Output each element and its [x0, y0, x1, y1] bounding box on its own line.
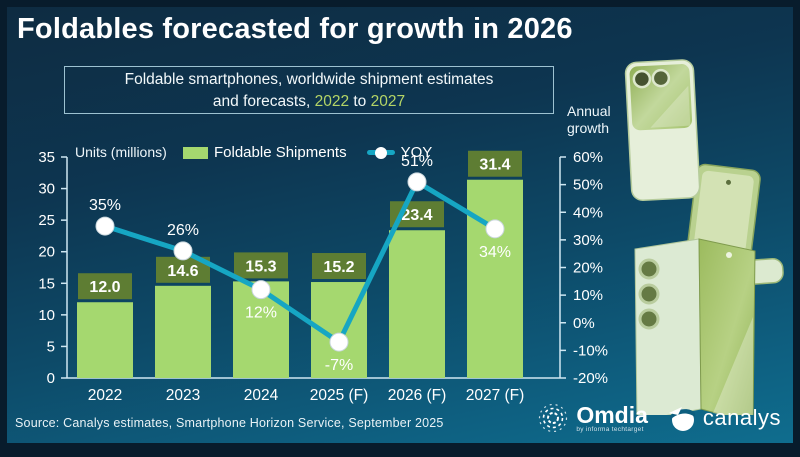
left-axis-tick-label: 15	[38, 275, 55, 292]
yoy-line	[102, 179, 498, 345]
right-axis-tick-label: 10%	[573, 287, 603, 304]
yoy-value-label: 51%	[401, 153, 433, 170]
source-text: Source: Canalys estimates, Smartphone Ho…	[15, 416, 444, 430]
bar-value-label: 15.2	[323, 259, 354, 276]
yoy-value-label: 12%	[245, 305, 277, 322]
left-axis-title: Units (millions)	[75, 144, 167, 160]
x-axis-category-label: 2027 (F)	[466, 387, 525, 404]
omdia-logo-icon	[539, 403, 568, 433]
right-axis-title: Annual growth	[567, 103, 611, 136]
brand-logos: Omdia by informa techtarget canalys	[536, 401, 781, 435]
bar-value-box-2022	[78, 273, 132, 300]
x-axis-category-label: 2024	[244, 387, 279, 404]
yoy-dot-2026 (F)	[407, 172, 427, 192]
subtitle-year-start: 2022	[314, 93, 350, 110]
fold-phone-image	[634, 238, 756, 415]
legend-label-yoy: YOY	[400, 144, 433, 161]
bar-value-label: 12.0	[89, 279, 120, 296]
yoy-value-label: 34%	[479, 244, 511, 261]
bar-value-box-2027 (F)	[468, 150, 522, 177]
subtitle-year-end: 2027	[370, 93, 406, 110]
left-axis-tick-label: 0	[47, 370, 55, 387]
right-axis-tick-label: 30%	[573, 232, 603, 249]
yoy-dot-2022	[95, 216, 115, 236]
foldable-shipments-swatch-icon	[183, 146, 208, 159]
bar-2026 (F)	[389, 230, 445, 378]
right-axis-tick-label: 20%	[573, 260, 603, 277]
yoy-dot-2025 (F)	[329, 332, 349, 352]
bar-value-label: 23.4	[401, 207, 432, 224]
omdia-name: Omdia	[576, 401, 648, 428]
legend-label-shipments: Foldable Shipments	[214, 144, 347, 161]
yoy-line-icon	[366, 146, 395, 159]
bar-value-label: 31.4	[479, 157, 510, 174]
x-axis-category-label: 2023	[166, 387, 200, 404]
x-axis-category-label: 2026 (F)	[388, 387, 447, 404]
subtitle-line-2: and forecasts, 2022 to 2027	[65, 91, 553, 113]
canalys-logo: canalys	[668, 404, 781, 432]
right-axis-tick-label: -20%	[573, 370, 608, 387]
yoy-dot-icon	[374, 146, 387, 159]
bar-2027 (F)	[467, 179, 523, 378]
x-axis-category-label: 2022	[88, 387, 122, 404]
bar-2023	[155, 285, 211, 378]
left-axis-tick-label: 20	[38, 244, 55, 261]
yoy-value-label: -7%	[325, 357, 353, 374]
right-axis-tick-label: 60%	[573, 149, 603, 166]
left-axis-tick-label: 30	[38, 181, 55, 198]
page-title: Foldables forecasted for growth in 2026	[17, 13, 573, 45]
bar-value-label: 14.6	[167, 263, 198, 280]
bar-value-box-2025 (F)	[312, 253, 366, 280]
omdia-subtext: by informa techtarget	[576, 425, 644, 433]
left-axis-tick-label: 5	[47, 338, 55, 355]
bar-value-box-2024	[234, 252, 288, 279]
yoy-value-label: 35%	[89, 197, 121, 214]
chart-subtitle-box: Foldable smartphones, worldwide shipment…	[64, 66, 554, 114]
right-axis-tick-label: 40%	[573, 204, 603, 221]
omdia-logo: Omdia by informa techtarget	[536, 401, 648, 435]
yoy-value-label: 26%	[167, 222, 199, 239]
subtitle-to: to	[349, 93, 371, 110]
yoy-dot-2024	[251, 280, 271, 300]
right-axis-tick-label: 0%	[573, 315, 595, 332]
subtitle-line-1: Foldable smartphones, worldwide shipment…	[124, 71, 494, 88]
yoy-dot-2027 (F)	[485, 219, 505, 239]
right-axis-tick-label: -10%	[573, 342, 608, 359]
omdia-logo-text: Omdia by informa techtarget	[576, 401, 648, 433]
chart-canvas: 0 5 10 15 20 25 30 35 -20% -10% 0% 10% 20% 30% 40% 50% 6…	[38, 149, 608, 404]
left-axis-tick-label: 10	[38, 307, 55, 324]
foldable-phones-image	[624, 59, 784, 415]
bar-value-label: 15.3	[245, 258, 276, 275]
bar-2022	[77, 302, 133, 378]
canalys-logo-icon	[668, 407, 695, 431]
left-axis-tick-label: 25	[38, 212, 55, 229]
left-axis-tick-label: 35	[38, 149, 55, 166]
canalys-name: canalys	[702, 405, 781, 430]
yoy-dot-2023	[173, 241, 193, 261]
subtitle-line2-prefix: and forecasts,	[212, 93, 315, 110]
chart-legend: Foldable Shipments YOY	[183, 144, 432, 161]
right-axis-tick-label: 50%	[573, 177, 603, 194]
x-axis-category-label: 2025 (F)	[310, 387, 369, 404]
flip-phone-closed-image	[624, 59, 701, 202]
slide-background: Foldables forecasted for growth in 2026 …	[7, 7, 793, 443]
